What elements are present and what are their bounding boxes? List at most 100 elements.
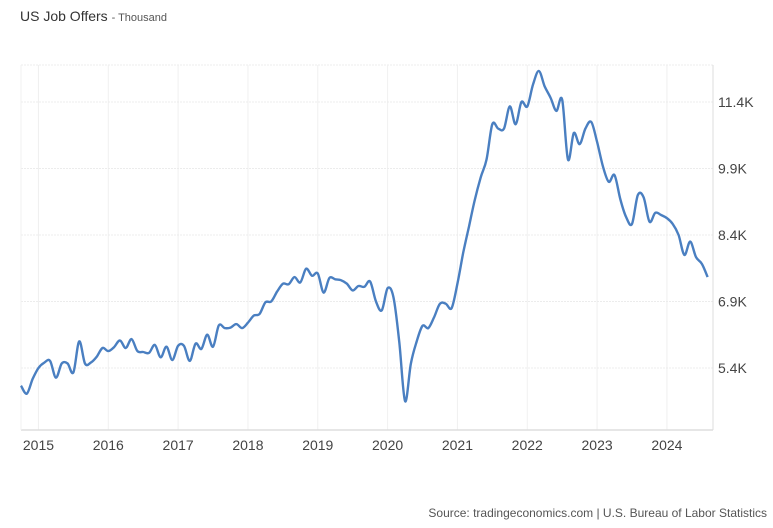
data-point [514, 123, 516, 125]
data-point [648, 220, 650, 222]
data-point [549, 96, 551, 98]
data-point [450, 307, 452, 309]
y-tick-label: 11.4K [718, 94, 754, 110]
data-point [200, 348, 202, 350]
data-point [608, 181, 610, 183]
data-point [258, 313, 260, 315]
data-point [590, 121, 592, 123]
data-point [526, 105, 528, 107]
data-point [503, 127, 505, 129]
data-point [392, 296, 394, 298]
x-tick-label: 2016 [93, 437, 124, 453]
data-point [666, 217, 668, 219]
data-point [84, 362, 86, 364]
data-point [43, 361, 45, 363]
data-point [462, 252, 464, 254]
data-point [491, 123, 493, 125]
y-tick-label: 8.4K [718, 227, 747, 243]
data-point [357, 285, 359, 287]
data-point [421, 325, 423, 327]
data-point [561, 99, 563, 101]
data-point [287, 283, 289, 285]
data-point [619, 198, 621, 200]
x-tick-label: 2019 [302, 437, 333, 453]
data-point [171, 359, 173, 361]
data-point [31, 378, 33, 380]
data-point [497, 127, 499, 129]
data-point [404, 400, 406, 402]
y-tick-label: 5.4K [718, 360, 747, 376]
data-point [322, 291, 324, 293]
data-point [49, 360, 51, 362]
data-point [660, 214, 662, 216]
data-point [229, 326, 231, 328]
data-point [20, 384, 22, 386]
data-point [375, 300, 377, 302]
x-tick-label: 2018 [232, 437, 263, 453]
x-tick-label: 2020 [372, 437, 403, 453]
x-tick-label: 2023 [582, 437, 613, 453]
data-point [183, 345, 185, 347]
x-tick-label: 2017 [163, 437, 194, 453]
data-point [474, 198, 476, 200]
data-point [346, 283, 348, 285]
data-point [351, 289, 353, 291]
data-point [334, 278, 336, 280]
data-point [544, 85, 546, 87]
data-point [363, 286, 365, 288]
data-point [701, 263, 703, 265]
data-point [136, 350, 138, 352]
data-point [555, 110, 557, 112]
data-point [206, 334, 208, 336]
x-tick-label: 2022 [512, 437, 543, 453]
data-point [538, 70, 540, 72]
data-point [573, 132, 575, 134]
data-point [672, 223, 674, 225]
data-point [369, 280, 371, 282]
x-tick-label: 2021 [442, 437, 473, 453]
data-point [340, 279, 342, 281]
data-point [654, 212, 656, 214]
data-point [584, 127, 586, 129]
data-point [113, 346, 115, 348]
data-point [456, 283, 458, 285]
data-point [386, 287, 388, 289]
data-point [677, 234, 679, 236]
data-point [119, 339, 121, 341]
data-point [485, 158, 487, 160]
data-point [468, 225, 470, 227]
data-point [78, 340, 80, 342]
data-point [177, 345, 179, 347]
data-point [125, 347, 127, 349]
data-point [689, 240, 691, 242]
title-unit: - Thousand [111, 12, 168, 24]
data-point [276, 291, 278, 293]
data-point [631, 223, 633, 225]
data-point [480, 176, 482, 178]
data-point [159, 356, 161, 358]
data-point [235, 323, 237, 325]
data-point [520, 101, 522, 103]
data-point [218, 324, 220, 326]
chart-title: US Job Offers - Thousand [20, 8, 167, 24]
y-tick-label: 6.9K [718, 293, 747, 309]
data-point [427, 327, 429, 329]
data-point [509, 105, 511, 107]
data-point [695, 256, 697, 258]
data-point [247, 322, 249, 324]
x-tick-label: 2015 [23, 437, 54, 453]
data-point [90, 361, 92, 363]
data-point [66, 362, 68, 364]
data-point [381, 309, 383, 311]
data-point [223, 327, 225, 329]
data-point [293, 276, 295, 278]
series-line-job-offers [19, 69, 709, 403]
data-point [212, 345, 214, 347]
data-point [445, 302, 447, 304]
data-point [706, 276, 708, 278]
data-point [317, 272, 319, 274]
data-point [602, 165, 604, 167]
data-point [95, 356, 97, 358]
data-point [101, 347, 103, 349]
